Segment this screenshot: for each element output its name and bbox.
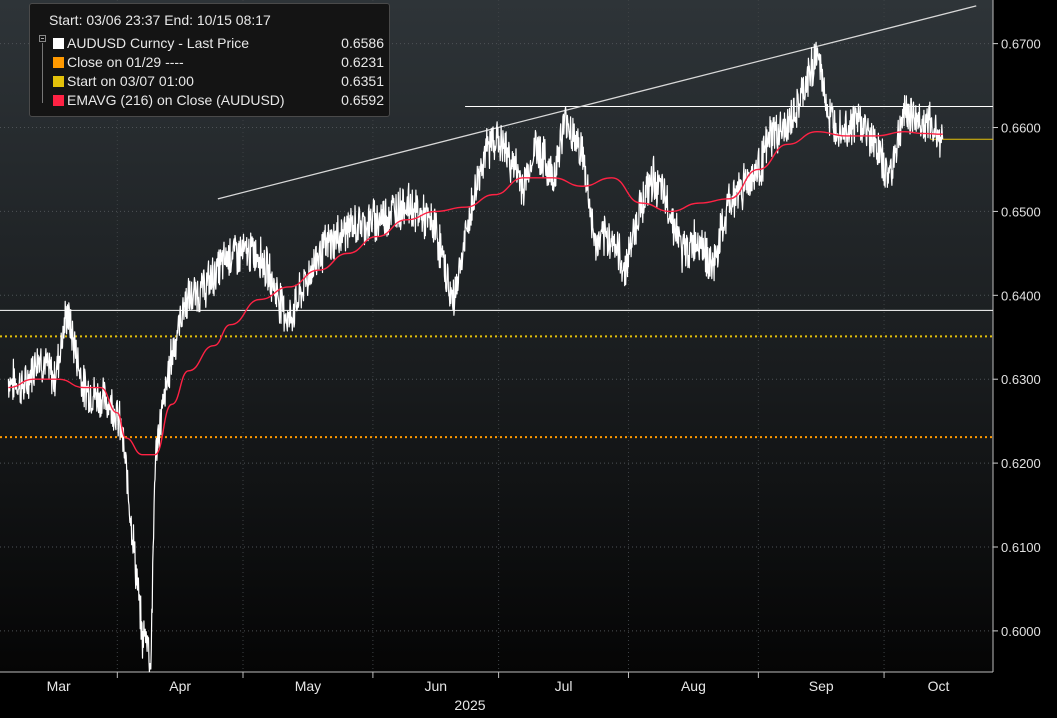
legend-label: Close on 01/29 ---- <box>67 54 184 70</box>
legend-item-close-0129[interactable]: Close on 01/29 ---- 0.6231 <box>39 53 384 72</box>
x-tick-label: Oct <box>928 678 950 694</box>
y-tick-label: 0.6200 <box>1001 456 1041 471</box>
y-tick-label: 0.6300 <box>1001 372 1041 387</box>
legend-date-range: Start: 03/06 23:37 End: 10/15 08:17 <box>49 12 271 28</box>
collapse-icon[interactable] <box>39 35 46 42</box>
trendline <box>217 5 977 200</box>
legend-item-last-price[interactable]: AUDUSD Curncy - Last Price 0.6586 <box>39 34 384 53</box>
legend-swatch-close <box>53 57 64 68</box>
legend-value: 0.6351 <box>341 73 384 89</box>
y-tick-label: 0.6700 <box>1001 37 1041 52</box>
legend-swatch-emavg <box>53 95 64 106</box>
x-year-label: 2025 <box>454 697 485 713</box>
x-tick-label: May <box>295 678 321 694</box>
price-series-line <box>7 41 944 673</box>
y-tick-label: 0.6600 <box>1001 121 1041 136</box>
x-tick-label: Apr <box>169 678 191 694</box>
x-tick-label: Sep <box>809 678 834 694</box>
legend-label: EMAVG (216) on Close (AUDUSD) <box>67 92 285 108</box>
y-tick-label: 0.6400 <box>1001 288 1041 303</box>
legend-value: 0.6586 <box>341 35 384 51</box>
x-tick-label: Mar <box>47 678 71 694</box>
ema-series-line <box>8 131 943 456</box>
y-tick-label: 0.6000 <box>1001 624 1041 639</box>
x-tick-label: Jul <box>555 678 573 694</box>
legend-item-start[interactable]: Start on 03/07 01:00 0.6351 <box>39 72 384 91</box>
x-tick-label: Aug <box>681 678 706 694</box>
legend-swatch-start <box>53 76 64 87</box>
legend-label: AUDUSD Curncy - Last Price <box>67 35 250 51</box>
chart-legend: Start: 03/06 23:37 End: 10/15 08:17 AUDU… <box>29 3 390 117</box>
legend-label: Start on 03/07 01:00 <box>67 73 194 89</box>
legend-value: 0.6592 <box>341 92 384 108</box>
y-tick-label: 0.6100 <box>1001 540 1041 555</box>
legend-tree-icon[interactable] <box>39 35 49 105</box>
legend-value: 0.6231 <box>341 54 384 70</box>
legend-swatch-last-price <box>53 38 64 49</box>
y-tick-label: 0.6500 <box>1001 204 1041 219</box>
x-tick-label: Jun <box>424 678 447 694</box>
legend-item-emavg[interactable]: EMAVG (216) on Close (AUDUSD) 0.6592 <box>39 91 384 110</box>
